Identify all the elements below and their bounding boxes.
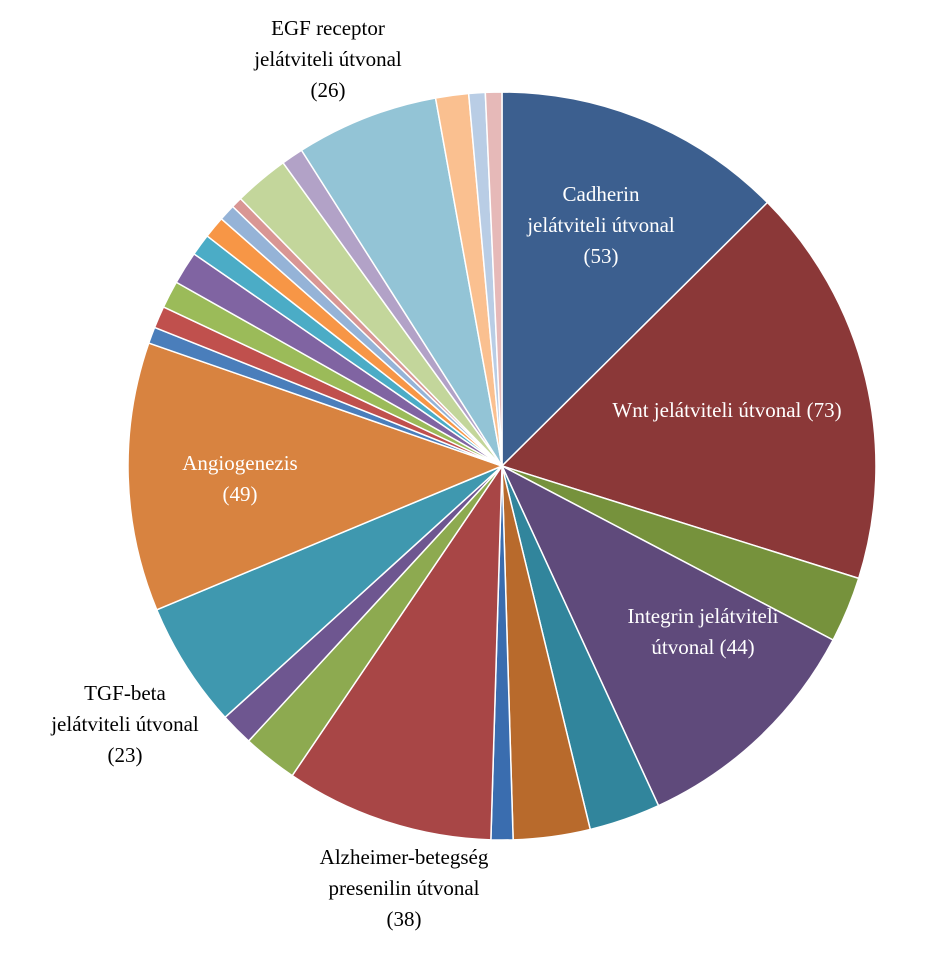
slice-label-line: (38) bbox=[387, 907, 422, 931]
pie-slice-11 bbox=[127, 342, 503, 611]
pie-slice-1 bbox=[501, 201, 877, 580]
slice-label-line: Integrin jelátviteli bbox=[627, 604, 778, 628]
pie-slice-0 bbox=[501, 91, 769, 467]
slice-label-7: Alzheimer-betegség presenilin útvonal (38) bbox=[320, 845, 489, 931]
pie-slice-25 bbox=[484, 91, 503, 467]
slice-label-line: TGF-beta bbox=[84, 681, 166, 705]
slice-label-line: jelátviteli útvonal bbox=[253, 47, 402, 71]
slice-label-line: Angiogenezis bbox=[182, 451, 297, 475]
slice-label-line: (53) bbox=[584, 244, 619, 268]
slice-label-line: jelátviteli útvonal bbox=[526, 213, 675, 237]
slice-label-0: Cadherin jelátviteli útvonal (53) bbox=[526, 182, 675, 268]
slice-label-line: (49) bbox=[223, 482, 258, 506]
slice-label-1: Wnt jelátviteli útvonal (73) bbox=[612, 398, 841, 422]
slice-label-line: presenilin útvonal bbox=[328, 876, 479, 900]
pie-slice-3 bbox=[501, 465, 834, 807]
slice-label-line: útvonal (44) bbox=[651, 635, 754, 659]
slice-label-line: EGF receptor bbox=[271, 16, 385, 40]
slice-label-10: TGF-beta jelátviteli útvonal (23) bbox=[50, 681, 199, 767]
slice-label-line: (23) bbox=[108, 743, 143, 767]
slice-label-11: Angiogenezis (49) bbox=[182, 451, 297, 506]
slice-label-3: Integrin jelátviteli útvonal (44) bbox=[627, 604, 778, 659]
slice-label-line: Wnt jelátviteli útvonal (73) bbox=[612, 398, 841, 422]
slice-label-22: EGF receptor jelátviteli útvonal (26) bbox=[253, 16, 402, 102]
slice-label-line: jelátviteli útvonal bbox=[50, 712, 199, 736]
slice-label-line: Cadherin bbox=[563, 182, 640, 206]
slice-label-line: Alzheimer-betegség bbox=[320, 845, 489, 869]
pie-slice-7 bbox=[291, 465, 503, 841]
pie-slices bbox=[127, 91, 877, 841]
slice-label-line: (26) bbox=[311, 78, 346, 102]
pie-labels: Cadherin jelátviteli útvonal (53) Wnt jelát… bbox=[50, 16, 841, 931]
